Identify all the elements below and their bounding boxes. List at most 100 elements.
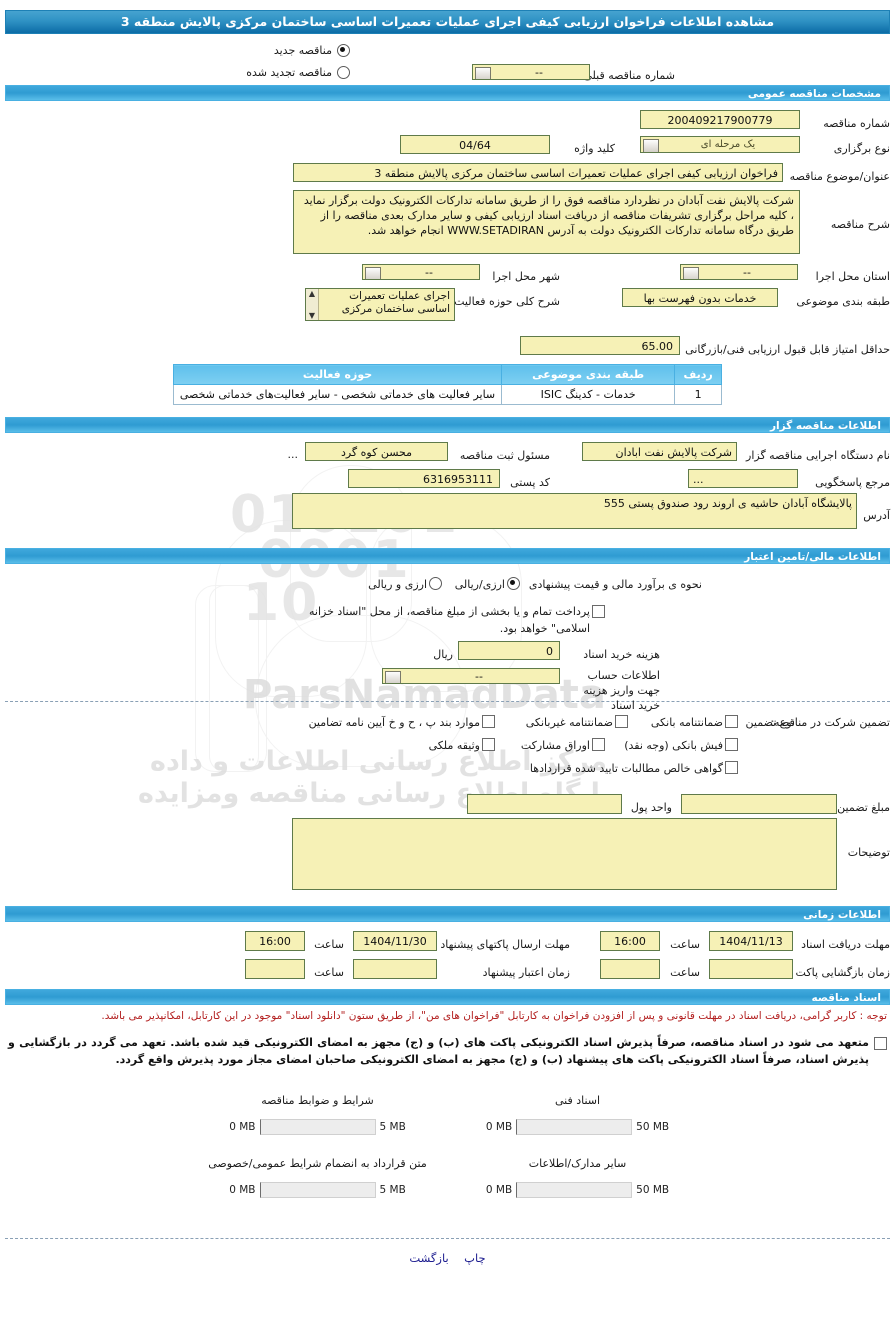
checkbox-property-deed[interactable] [482, 738, 495, 751]
treasury-note-label: پرداخت تمام و یا بخشی از مبلغ مناقصه، از… [309, 605, 590, 635]
category-field[interactable]: خدمات بدون فهرست بها [622, 288, 778, 307]
chevron-down-icon [475, 67, 491, 79]
account-info-select[interactable]: -- [382, 668, 560, 684]
divider-footer [5, 1238, 890, 1239]
radio-arz-rial-label: ارزی و ریالی [368, 578, 427, 591]
timing-fields: مهلت دریافت اسناد 1404/11/13 ساعت 16:00 … [5, 931, 890, 987]
checkbox-bank-guarantee[interactable] [725, 715, 738, 728]
checkbox-property-deed-label: وثیقه ملکی [428, 739, 480, 752]
doc-receive-date-field[interactable]: 1404/11/13 [709, 931, 793, 951]
doc-cost-field[interactable]: 0 [458, 641, 560, 660]
account-info-label: اطلاعات حساب جهت واریز هزینه خرید اسناد [583, 669, 660, 712]
currency-unit-field[interactable] [467, 794, 622, 814]
province-select[interactable]: -- [680, 264, 798, 280]
table-row: 1 خدمات - کدینگ ISIC سایر فعالیت های خدم… [172, 384, 723, 405]
checkbox-electronic-pledge[interactable] [874, 1037, 887, 1050]
proposal-validity-hour-label: ساعت [314, 966, 344, 979]
scroll-up-icon[interactable]: ▲ [308, 289, 316, 298]
province-label: استان محل اجرا [815, 270, 890, 283]
tender-type-renewed-row: مناقصه تجدید شده [5, 66, 890, 79]
doc-slot-terms-bar [259, 1119, 376, 1135]
doc-slot-technical-max: 50 MB [636, 1121, 670, 1133]
doc-slot-other-max: 50 MB [636, 1184, 670, 1196]
envelope-open-label: زمان بازگشایی پاکت ها [782, 966, 890, 979]
previous-tender-number-label: شماره مناقصه قبلی [583, 69, 675, 82]
general-fields: شماره مناقصه 200409217900779 نوع برگزاری… [5, 110, 890, 260]
guarantee-amount-field[interactable] [681, 794, 837, 814]
province-value: -- [743, 266, 751, 279]
checkbox-net-claims-certificate[interactable] [725, 761, 738, 774]
checkbox-treasury-docs[interactable] [592, 605, 605, 618]
checkbox-bank-guarantee-label: ضمانتنامه بانکی [650, 716, 723, 729]
checkbox-participation-bonds[interactable] [592, 738, 605, 751]
doc-slot-other-min: 0 MB [485, 1184, 513, 1196]
address-field[interactable]: پالایشگاه آبادان حاشیه ی اروند رود صندوق… [292, 493, 857, 529]
min-score-row: حداقل امتیاز قابل قبول ارزیابی فنی/بازرگ… [5, 336, 890, 360]
scroll-down-icon[interactable]: ▼ [308, 311, 316, 320]
listbox-scrollbar[interactable]: ▲ ▼ [306, 289, 319, 320]
radio-arz-rial[interactable] [429, 577, 442, 590]
city-value: -- [425, 266, 433, 279]
checkbox-bank-receipt[interactable] [725, 738, 738, 751]
tender-number-field[interactable]: 200409217900779 [640, 110, 800, 129]
col-activity: حوزه فعالیت [172, 364, 503, 385]
tender-number-label: شماره مناقصه [823, 117, 890, 130]
radio-new-tender[interactable] [337, 44, 350, 57]
activity-scope-value: اجرای عملیات تعمیرات اساسی ساختمان مرکزی [341, 290, 450, 315]
cell-category: خدمات - کدینگ ISIC [501, 384, 676, 405]
doc-slot-technical-min: 0 MB [485, 1121, 513, 1133]
previous-tender-number-select[interactable]: -- [472, 64, 590, 80]
finance-fields: نحوه ی برآورد مالی و قیمت پیشنهادی ارزی/… [5, 573, 890, 712]
radio-renewed-tender-label: مناقصه تجدید شده [246, 66, 332, 79]
radio-rial[interactable] [507, 577, 520, 590]
agency-field[interactable]: شرکت پالایش نفت ابادان [582, 442, 737, 461]
keyword-field[interactable]: 04/64 [400, 135, 550, 154]
doc-cost-unit-label: ریال [433, 648, 453, 661]
doc-cost-label: هزینه خرید اسناد [583, 648, 660, 661]
radio-renewed-tender[interactable] [337, 66, 350, 79]
contact-field[interactable]: ... [688, 469, 798, 488]
envelope-open-date-field[interactable] [709, 959, 793, 979]
doc-slot-technical-bar [516, 1119, 633, 1135]
doc-slot-terms-min: 0 MB [229, 1121, 256, 1133]
subject-field[interactable]: فراخوان ارزیابی کیفی اجرای عملیات تعمیرا… [293, 163, 783, 182]
proposal-send-hour-field[interactable]: 16:00 [245, 931, 305, 951]
postal-code-field[interactable]: 6316953111 [348, 469, 500, 488]
guarantee-notes-label: توضیحات [847, 846, 890, 859]
doc-receive-hour-field[interactable]: 16:00 [600, 931, 660, 951]
section-organizer-header: اطلاعات مناقصه گزار [5, 417, 890, 433]
cell-activity: سایر فعالیت های خدماتی شخصی - سایر فعالی… [172, 384, 503, 405]
doc-slot-other-bar [516, 1182, 633, 1198]
city-select[interactable]: -- [362, 264, 480, 280]
keyword-label: کلید واژه [574, 142, 615, 155]
activity-scope-listbox[interactable]: ▲ ▼ اجرای عملیات تعمیرات اساسی ساختمان م… [305, 288, 455, 321]
description-field[interactable]: شرکت پالایش نفت آبادان در نظردارد مناقصه… [293, 190, 800, 254]
proposal-validity-hour-field[interactable] [245, 959, 305, 979]
envelope-open-hour-field[interactable] [600, 959, 660, 979]
proposal-send-date-field[interactable]: 1404/11/30 [353, 931, 437, 951]
guarantee-amount-label: مبلغ تضمین [837, 801, 890, 814]
doc-slot-technical: اسناد فنی 0 MB 50 MB [448, 1094, 708, 1135]
registrar-field[interactable]: محسن کوه گرد [305, 442, 448, 461]
doc-slot-technical-sizebar: 0 MB 50 MB [448, 1119, 708, 1135]
min-score-field[interactable]: 65.00 [520, 336, 680, 355]
holding-type-select[interactable]: یک مرحله ای [640, 136, 800, 153]
proposal-send-label: مهلت ارسال پاکتهای پیشنهاد [440, 938, 570, 951]
footer-links: چاپ بازگشت [0, 1251, 895, 1265]
estimate-label: نحوه ی برآورد مالی و قیمت پیشنهادی [528, 578, 702, 591]
registrar-more-button[interactable]: ... [287, 448, 299, 461]
chevron-down-icon [385, 671, 401, 683]
doc-slot-other-sizebar: 0 MB 50 MB [448, 1182, 708, 1198]
checkbox-nonbank-guarantee[interactable] [615, 715, 628, 728]
city-label: شهر محل اجرا [492, 270, 560, 283]
proposal-send-hour-label: ساعت [314, 938, 344, 951]
guarantee-notes-field[interactable] [292, 818, 837, 890]
print-link[interactable]: چاپ [464, 1251, 486, 1265]
doc-slot-terms: شرایط و ضوابط مناقصه 0 MB 5 MB [188, 1094, 448, 1135]
proposal-validity-date-field[interactable] [353, 959, 437, 979]
registrar-label: مسئول ثبت مناقصه [459, 449, 550, 462]
checkbox-regulation-items[interactable] [482, 715, 495, 728]
back-link[interactable]: بازگشت [409, 1251, 449, 1265]
doc-receive-hour-label: ساعت [670, 938, 700, 951]
contact-label: مرجع پاسخگویی [815, 476, 890, 489]
